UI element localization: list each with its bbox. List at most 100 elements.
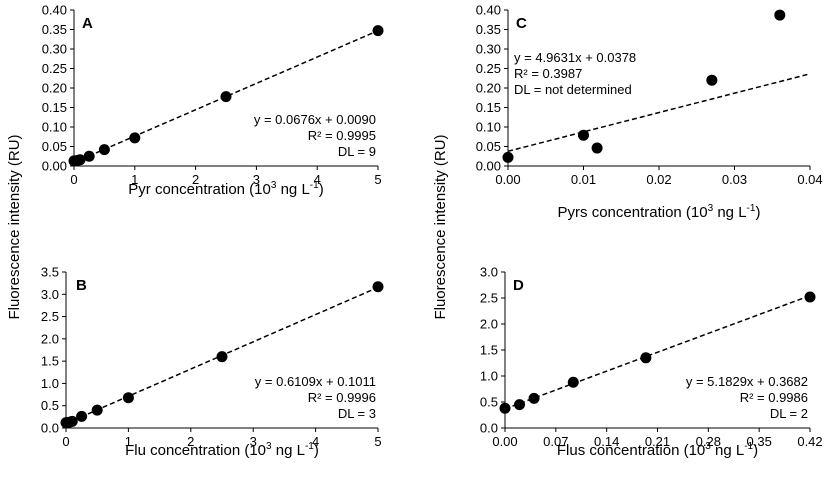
chart-0-ytick-label: 0.40 <box>42 3 67 18</box>
chart-2-point <box>774 9 786 21</box>
chart-1-xtick-label: 1 <box>125 434 132 449</box>
chart-2-ytick-label: 0.00 <box>476 159 501 174</box>
chart-3-trendline <box>504 294 811 410</box>
chart-0-xtick-label: 3 <box>253 172 260 187</box>
chart-1-point <box>122 392 134 404</box>
chart-1-ytick-label: 1.0 <box>41 376 59 391</box>
chart-2-panel-label: C <box>516 15 527 32</box>
chart-3-ytick-label: 2.0 <box>480 317 498 332</box>
chart-0-annotation: R² = 0.9995 <box>308 128 376 143</box>
chart-2-point <box>502 151 514 163</box>
chart-1-xtick-label: 0 <box>62 434 69 449</box>
chart-1-ytick-label: 2.5 <box>41 309 59 324</box>
chart-1-point <box>76 410 88 422</box>
chart-0-ytick-label: 0.30 <box>42 42 67 57</box>
chart-0-ytick-label: 0.00 <box>42 159 67 174</box>
chart-2-xtick-label: 0.03 <box>722 172 747 187</box>
chart-1-ytick-label: 0.0 <box>41 421 59 436</box>
chart-1-point <box>66 415 78 427</box>
chart-0-point <box>83 150 95 162</box>
chart-2-ytick-label: 0.15 <box>476 100 501 115</box>
chart-0-ytick-label: 0.35 <box>42 22 67 37</box>
chart-3-point <box>499 402 511 414</box>
chart-0-ytick-label: 0.10 <box>42 120 67 135</box>
chart-3-annotation: DL = 2 <box>770 406 808 421</box>
chart-2-ytick-label: 0.20 <box>476 81 501 96</box>
chart-1-xtick-label: 2 <box>187 434 194 449</box>
chart-0-xtick-label: 2 <box>192 172 199 187</box>
chart-2-xtick-label: 0.00 <box>495 172 520 187</box>
chart-0-ytick-label: 0.20 <box>42 81 67 96</box>
chart-3-point <box>640 352 652 364</box>
chart-1-ytick-label: 3.5 <box>41 265 59 280</box>
chart-0-x-axis-label: Pyr concentration (103 ng L-1) <box>128 180 323 198</box>
chart-2-ytick-label: 0.05 <box>476 139 501 154</box>
chart-1-ytick-label: 3.0 <box>41 287 59 302</box>
chart-1-annotation: y = 0.6109x + 0.1011 <box>255 374 376 389</box>
chart-0-point <box>74 154 86 166</box>
chart-2-ytick-label: 0.10 <box>476 120 501 135</box>
chart-2-annotation: DL = not determined <box>514 82 632 97</box>
chart-1-annotation: DL = 3 <box>338 406 376 421</box>
chart-2-x-axis-label: Pyrs concentration (103 ng L-1) <box>558 203 761 221</box>
chart-1-xtick-label: 3 <box>250 434 257 449</box>
chart-3-panel-label: D <box>513 277 524 294</box>
chart-3-xtick-label: 0.21 <box>645 434 670 449</box>
chart-0-xtick-label: 5 <box>374 172 381 187</box>
panel-c: 0.00 0.05 0.10 0.15 0.20 0.25 0.30 0.35 0.40 0.00… <box>476 3 823 222</box>
chart-3-point <box>804 291 816 303</box>
chart-3-annotation: R² = 0.9986 <box>740 390 808 405</box>
chart-0-panel-label: A <box>82 15 93 32</box>
panel-d: 0.0 0.5 1.0 1.5 2.0 2.5 3.0 0.00 0.07 0.14 0.21 0.2… <box>480 265 823 460</box>
chart-2-ytick-label: 0.35 <box>476 22 501 37</box>
y-axis-label-right: Fluorescence intensity (RU) <box>432 134 449 319</box>
chart-2-xtick-label: 0.02 <box>646 172 671 187</box>
chart-3-x-axis-label: Flus concentration (103 ng L-1) <box>557 441 758 459</box>
chart-3-point <box>528 392 540 404</box>
chart-2-ytick-label: 0.25 <box>476 61 501 76</box>
chart-3-ytick-label: 2.5 <box>480 291 498 306</box>
chart-0-annotation: DL = 9 <box>338 144 376 159</box>
chart-3-xtick-label: 0.14 <box>594 434 619 449</box>
chart-0-ytick-label: 0.25 <box>42 61 67 76</box>
chart-1-point <box>91 404 103 416</box>
chart-0-xtick-label: 0 <box>70 172 77 187</box>
chart-2-point <box>706 74 718 86</box>
chart-3-ytick-label: 1.0 <box>480 369 498 384</box>
chart-3-point <box>567 376 579 388</box>
chart-2-annotation: R² = 0.3987 <box>514 66 582 81</box>
chart-2-trendline <box>507 73 811 152</box>
chart-3-ytick-label: 0.5 <box>480 395 498 410</box>
y-axis-label-left: Fluorescence intensity (RU) <box>6 134 23 319</box>
chart-0-point <box>98 144 110 156</box>
chart-3-ytick-label: 0.0 <box>480 421 498 436</box>
chart-1-point <box>372 281 384 293</box>
chart-3-xtick-label: 0.00 <box>492 434 517 449</box>
chart-0-ytick-label: 0.15 <box>42 100 67 115</box>
chart-2-xtick-label: 0.04 <box>797 172 822 187</box>
chart-0-trendline <box>73 29 379 164</box>
chart-3-xtick-label: 0.42 <box>797 434 822 449</box>
chart-0-point <box>129 132 141 144</box>
panel-b: 0.0 0.5 1.0 1.5 2.0 2.5 3.0 3.5 0 1 2 3 4 5 By = 0.610… <box>41 265 384 459</box>
chart-2-ytick-label: 0.30 <box>476 42 501 57</box>
chart-1-ytick-label: 2.0 <box>41 331 59 346</box>
chart-3-annotation: y = 5.1829x + 0.3682 <box>686 374 808 389</box>
chart-1-annotation: R² = 0.9996 <box>308 390 376 405</box>
chart-1-xtick-label: 4 <box>312 434 319 449</box>
panel-a: 0.00 0.05 0.10 0.15 0.20 0.25 0.30 0.35 0.40 0 1 2 3… <box>42 3 384 198</box>
chart-1-panel-label: B <box>76 277 87 294</box>
chart-1-ytick-label: 1.5 <box>41 354 59 369</box>
chart-0-annotation: y = 0.0676x + 0.0090 <box>254 112 376 127</box>
chart-3-xtick-label: 0.28 <box>696 434 721 449</box>
chart-3-ytick-label: 1.5 <box>480 343 498 358</box>
chart-3-ytick-label: 3.0 <box>480 265 498 280</box>
chart-3-xtick-label: 0.07 <box>543 434 568 449</box>
chart-0-ytick-label: 0.05 <box>42 139 67 154</box>
chart-0-point <box>220 91 232 103</box>
chart-2-annotation: y = 4.9631x + 0.0378 <box>514 50 636 65</box>
chart-3-point <box>514 399 526 411</box>
chart-2-point <box>591 142 603 154</box>
chart-0-point <box>372 25 384 37</box>
